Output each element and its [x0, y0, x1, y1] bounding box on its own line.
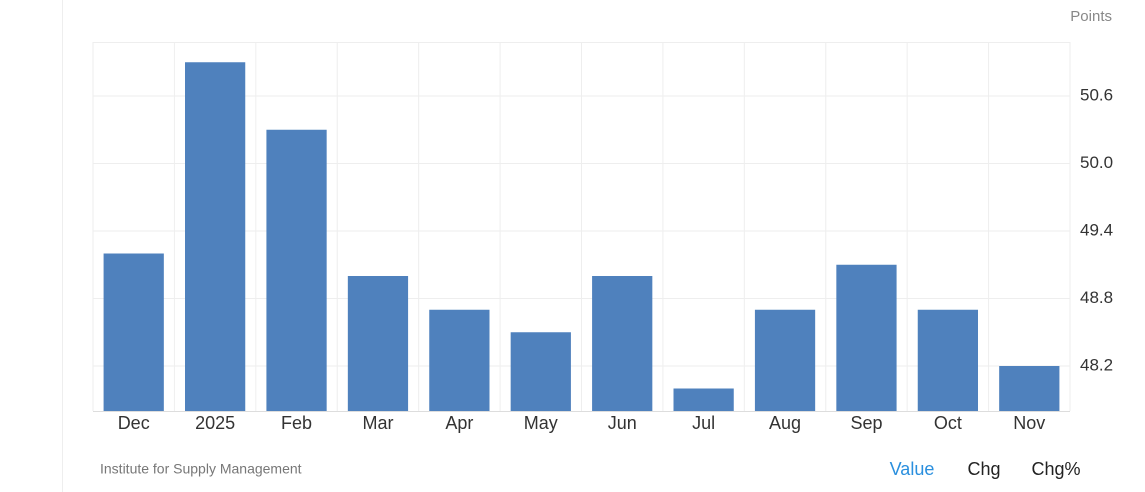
bar	[103, 253, 164, 411]
bar	[754, 309, 816, 411]
chg-button[interactable]: Chg	[967, 459, 1000, 479]
x-tick-label: Aug	[769, 413, 801, 433]
x-tick-label: Feb	[281, 413, 312, 433]
x-tick-label: Apr	[445, 413, 473, 433]
x-tick-label: Jul	[692, 413, 715, 433]
y-tick-label: 48.8	[1080, 288, 1113, 307]
y-tick-label: 49.4	[1080, 220, 1113, 239]
value-button[interactable]: Value	[890, 459, 935, 479]
y-axis-label: Points	[1070, 8, 1112, 25]
x-tick-label: Sep	[850, 413, 882, 433]
bar	[185, 62, 246, 411]
x-tick-label: Nov	[1013, 413, 1045, 433]
x-tick-label: Oct	[934, 413, 962, 433]
bar	[917, 309, 978, 411]
x-tick-label: Mar	[362, 413, 393, 433]
bar	[429, 309, 490, 411]
y-tick-label: 50.0	[1080, 153, 1113, 172]
bar	[673, 388, 734, 411]
source: Institute for Supply Management	[100, 461, 302, 477]
x-tick-label: Jun	[608, 413, 637, 433]
chg-pct-button[interactable]: Chg%	[1031, 459, 1080, 479]
bar	[266, 129, 327, 411]
bar	[347, 276, 409, 411]
y-tick-label: 48.2	[1080, 355, 1113, 374]
x-tick-label: May	[524, 413, 558, 433]
x-tick-label: 2025	[195, 413, 235, 433]
bar	[836, 264, 897, 411]
y-tick-label: 50.6	[1080, 85, 1113, 104]
bar	[592, 276, 653, 411]
bar	[510, 332, 571, 411]
bar	[999, 366, 1060, 411]
x-tick-label: Dec	[118, 413, 150, 433]
